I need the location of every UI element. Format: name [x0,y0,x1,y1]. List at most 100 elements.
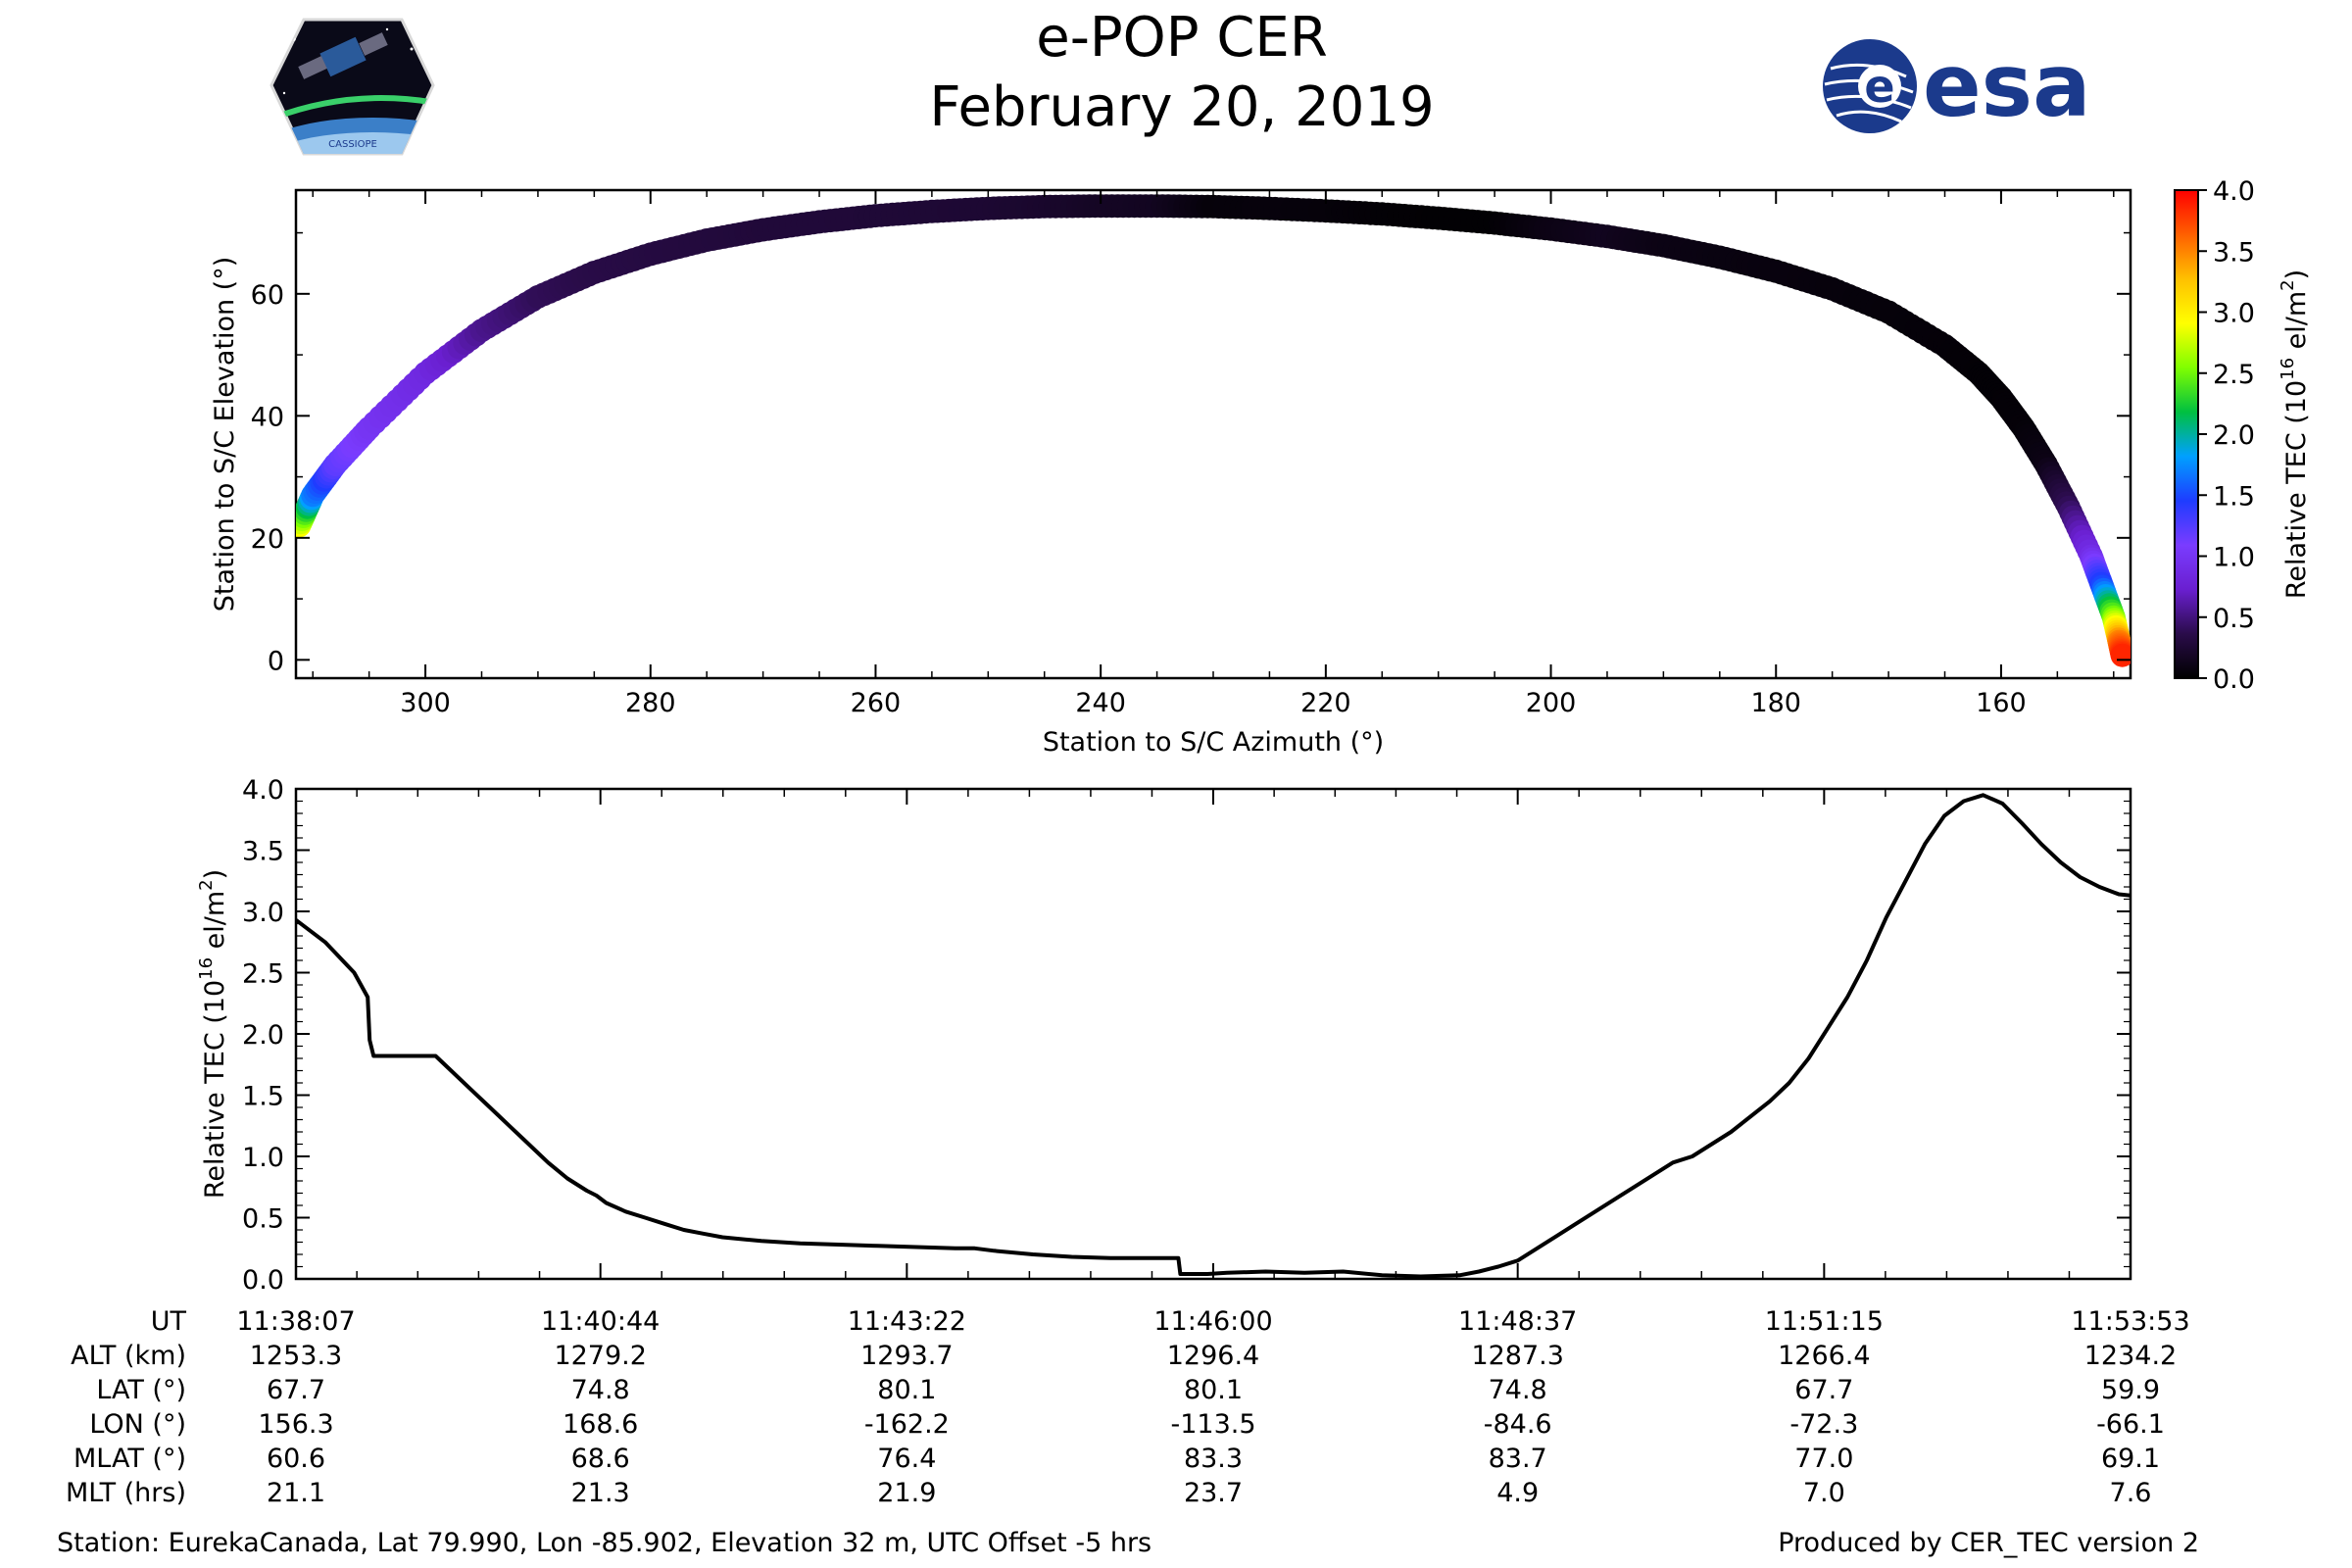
x-tick-label: 200 [1526,688,1577,718]
skyplot-track [296,194,2131,667]
table-row-label: MLAT (°) [74,1444,186,1474]
y-tick-label: 1.0 [242,1143,284,1173]
table-cell: 77.0 [1794,1444,1853,1474]
table-cell: 168.6 [563,1409,638,1440]
table-cell: 4.9 [1496,1478,1539,1508]
esa-logo: e esa [1823,35,2090,136]
x-tick-label: 300 [400,688,451,718]
table-row-label: MLT (hrs) [66,1478,186,1508]
producer-info: Produced by CER_TEC version 2 [1778,1528,2199,1558]
table-cell: 74.8 [571,1375,630,1405]
colorbar-tick-label: 3.0 [2213,299,2255,329]
table-cell: 74.8 [1489,1375,1547,1405]
table-cell: 67.7 [1794,1375,1853,1405]
table-row-label: ALT (km) [71,1341,186,1371]
tec-panel: 0.0 0.5 1.0 1.5 2.0 2.5 3.0 3.5 4.0 Relative TEC… [196,775,2132,1296]
table-cell: 1279.2 [554,1341,646,1371]
colorbar-tick-label: 1.5 [2213,481,2255,512]
colorbar-tick-label: 2.0 [2213,420,2255,451]
skyplot-xlabel: Station to S/C Azimuth (°) [1043,727,1384,758]
table-cell: 68.6 [571,1444,630,1474]
x-tick-label: 240 [1075,688,1126,718]
y-tick-label: 2.0 [242,1020,284,1051]
table-cell: 156.3 [258,1409,333,1440]
table-cell: 1253.3 [250,1341,342,1371]
y-tick-label: 4.0 [242,775,284,806]
station-info: Station: EurekaCanada, Lat 79.990, Lon -… [57,1528,1152,1558]
table-cell: -84.6 [1484,1409,1552,1440]
table-cell: -113.5 [1170,1409,1255,1440]
table-cell: 11:53:53 [2071,1306,2189,1337]
table-row-label: LAT (°) [96,1375,186,1405]
svg-text:e: e [1864,60,1894,113]
table-cell: 11:48:37 [1458,1306,1577,1337]
colorbar-tick-label: 0.5 [2213,604,2255,634]
table-cell: 21.9 [877,1478,936,1508]
track-point [2110,643,2131,667]
table-cell: 1296.4 [1167,1341,1259,1371]
y-tick-label: 0.5 [242,1204,284,1235]
tec-frame [294,787,2132,1281]
chart-subtitle: February 20, 2019 [929,75,1434,139]
colorbar-label: Relative TEC (1016 el/m2) [2278,270,2312,599]
chart-title: e-POP CER [1036,6,1327,70]
x-tick-label: 260 [851,688,902,718]
colorbar-gradient [2174,189,2199,679]
colorbar-tick-label: 0.0 [2213,664,2255,695]
ephemeris-table: UT ALT (km) LAT (°) LON (°) MLAT (°) MLT (hrs… [66,1306,2190,1508]
table-cell: -162.2 [864,1409,950,1440]
colorbar-tick-label: 3.5 [2213,237,2255,268]
colorbar-tick-label: 2.5 [2213,360,2255,390]
tec-series-line [296,793,2131,1279]
y-tick-label: 3.5 [242,837,284,867]
table-cell: 21.3 [571,1478,630,1508]
x-tick-label: 180 [1750,688,1801,718]
table-cell: 1293.7 [860,1341,953,1371]
table-cell: 60.6 [267,1444,325,1474]
table-cell: 80.1 [877,1375,936,1405]
table-cell: 1266.4 [1778,1341,1870,1371]
table-cell: 76.4 [877,1444,936,1474]
skyplot-panel: 300 280 260 240 220 200 180 160 0 20 40 60 Station … [210,176,2312,758]
table-cell: 11:40:44 [541,1306,660,1337]
cassiope-logo-caption: CASSIOPE [328,139,377,150]
y-tick-label: 2.5 [242,959,284,990]
x-tick-label: 160 [1976,688,2027,718]
colorbar-ticks: 0.0 0.5 1.0 1.5 2.0 2.5 3.0 3.5 4.0 [2198,176,2255,695]
table-cell: -66.1 [2096,1409,2165,1440]
y-tick-label: 1.5 [242,1082,284,1112]
tec-ylabel: Relative TEC (1016 el/m2) [196,869,230,1199]
y-tick-label: 3.0 [242,898,284,928]
x-tick-label: 220 [1300,688,1351,718]
table-cell: 1234.2 [2084,1341,2177,1371]
table-cell: 1287.3 [1471,1341,1563,1371]
y-tick-label: 60 [251,280,284,311]
table-cell: 21.1 [267,1478,325,1508]
colorbar-tick-label: 4.0 [2213,176,2255,207]
table-cell: 80.1 [1184,1375,1243,1405]
skyplot-ylabel: Station to S/C Elevation (°) [210,257,240,612]
table-cell: 11:38:07 [236,1306,355,1337]
colorbar-tick-label: 1.0 [2213,543,2255,573]
esa-globe-icon: e [1823,39,1917,133]
table-cell: 11:51:15 [1765,1306,1884,1337]
table-cell: 69.1 [2101,1444,2160,1474]
table-cell: 23.7 [1184,1478,1243,1508]
y-tick-label: 0.0 [242,1265,284,1296]
x-tick-label: 280 [625,688,676,718]
table-cell: 67.7 [267,1375,325,1405]
cassiope-logo: CASSIOPE [270,18,435,156]
table-cell: 83.3 [1184,1444,1243,1474]
tec-axes: 0.0 0.5 1.0 1.5 2.0 2.5 3.0 3.5 4.0 [242,775,2132,1296]
table-cell: 7.0 [1803,1478,1845,1508]
table-cell: 11:46:00 [1153,1306,1272,1337]
table-cell: 11:43:22 [848,1306,966,1337]
skyplot-frame [294,188,2132,680]
table-cell: 83.7 [1489,1444,1547,1474]
y-tick-label: 0 [268,646,284,676]
skyplot-axes: 300 280 260 240 220 200 180 160 0 20 40 60 [251,190,2131,718]
table-row-label: UT [151,1306,187,1337]
colorbar: 0.0 0.5 1.0 1.5 2.0 2.5 3.0 3.5 4.0 Relative TEC… [2174,176,2312,695]
table-cell: -72.3 [1789,1409,1858,1440]
